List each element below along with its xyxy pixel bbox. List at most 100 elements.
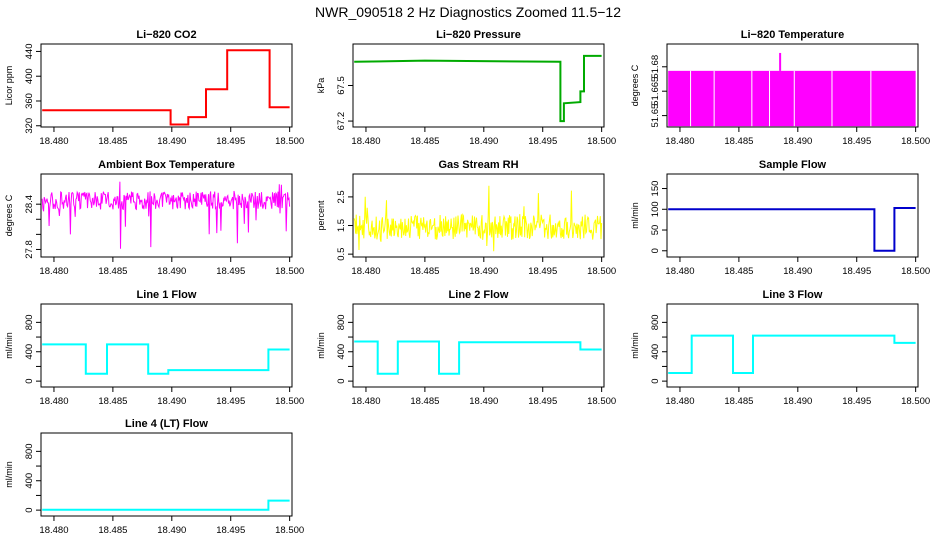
y-tick-label: 50: [650, 225, 661, 236]
y-tick-label: 1.5: [336, 219, 347, 232]
chart-title: Li−820 Temperature: [741, 29, 844, 41]
chart-title: Gas Stream RH: [438, 159, 518, 171]
x-tick-label: 18.485: [98, 136, 127, 147]
x-tick-label: 18.490: [157, 136, 186, 147]
x-tick-label: 18.495: [528, 266, 557, 277]
y-tick-label: 800: [336, 314, 347, 330]
y-tick-label: 0: [336, 378, 347, 383]
y-axis-label: ml/min: [316, 332, 326, 359]
data-layer: [42, 499, 290, 511]
data-layer: [668, 52, 916, 127]
x-tick-label: 18.485: [724, 396, 753, 407]
y-tick-label: 400: [24, 344, 35, 360]
x-tick-label: 18.480: [39, 525, 68, 536]
y-axis-label: ml/min: [630, 332, 640, 359]
x-tick-label: 18.500: [901, 266, 930, 277]
y-tick-label: 150: [650, 181, 661, 197]
x-tick-label: 18.485: [98, 525, 127, 536]
y-tick-label: 27.8: [24, 240, 35, 258]
y-tick-label: 400: [336, 344, 347, 360]
x-tick-label: 18.490: [783, 136, 812, 147]
data-layer: [354, 340, 602, 375]
y-tick-label: 320: [24, 118, 35, 134]
x-tick-label: 18.485: [724, 136, 753, 147]
data-layer: [354, 54, 602, 123]
y-axis-label: kPa: [316, 78, 326, 94]
x-tick-label: 18.480: [39, 396, 68, 407]
y-axis-label: degrees C: [630, 64, 640, 106]
chart-panel-3: Li−820 Temperature degrees C 18.480 18.485 1…: [630, 29, 930, 147]
x-tick-label: 18.480: [351, 396, 380, 407]
x-tick-label: 18.495: [528, 396, 557, 407]
y-tick-label: 800: [650, 314, 661, 330]
x-tick-label: 18.490: [469, 136, 498, 147]
x-tick-label: 18.495: [528, 136, 557, 147]
data-layer: [668, 207, 916, 252]
chart-panel-7: Line 1 Flow ml/min 18.480 18.485 18.490 18.49…: [4, 289, 304, 407]
y-tick-label: 51.65: [650, 104, 661, 128]
plot-frame: [666, 173, 919, 258]
x-tick-label: 18.500: [587, 266, 616, 277]
x-tick-label: 18.485: [410, 266, 439, 277]
x-tick-label: 18.480: [351, 266, 380, 277]
chart-title: Li−820 CO2: [136, 29, 196, 41]
y-axis-label: Licor ppm: [4, 66, 14, 106]
series-line: [353, 185, 603, 252]
x-tick-label: 18.500: [275, 525, 304, 536]
y-tick-label: 67.2: [336, 112, 347, 131]
x-tick-label: 18.490: [157, 266, 186, 277]
x-tick-label: 18.485: [98, 396, 127, 407]
series-line: [668, 207, 916, 252]
y-axis-label: ml/min: [4, 461, 14, 488]
x-tick-label: 18.485: [410, 396, 439, 407]
chart-panel-8: Line 2 Flow ml/min 18.480 18.485 18.490 18.49…: [316, 289, 616, 407]
x-tick-label: 18.480: [39, 136, 68, 147]
plot-frame: [40, 43, 293, 128]
chart-title: Line 3 Flow: [763, 289, 823, 301]
x-tick-label: 18.495: [216, 266, 245, 277]
x-tick-label: 18.495: [842, 266, 871, 277]
chart-panel-5: Gas Stream RH percent 18.480 18.485 18.490 18…: [316, 159, 616, 277]
x-tick-label: 18.480: [351, 136, 380, 147]
y-tick-label: 67.5: [336, 76, 347, 95]
x-tick-label: 18.500: [587, 136, 616, 147]
y-tick-label: 400: [650, 344, 661, 360]
x-tick-label: 18.485: [724, 266, 753, 277]
y-tick-label: 0.5: [336, 248, 347, 261]
chart-title: Line 2 Flow: [449, 289, 509, 301]
series-line: [668, 334, 916, 374]
x-tick-label: 18.495: [842, 136, 871, 147]
x-tick-label: 18.495: [216, 525, 245, 536]
x-tick-label: 18.495: [216, 136, 245, 147]
x-tick-label: 18.480: [39, 266, 68, 277]
chart-panel-10: Line 4 (LT) Flow ml/min 18.480 18.485 18.490…: [4, 418, 304, 536]
data-layer: [353, 185, 603, 252]
y-axis-label: ml/min: [630, 202, 640, 229]
y-axis-label: percent: [316, 200, 326, 231]
x-tick-label: 18.500: [587, 396, 616, 407]
plot-frame: [666, 43, 919, 128]
series-line: [41, 181, 291, 249]
plot-frame: [666, 303, 919, 388]
y-tick-label: 51.665: [650, 77, 661, 106]
series-line: [354, 340, 602, 375]
x-tick-label: 18.490: [157, 525, 186, 536]
x-tick-label: 18.500: [275, 136, 304, 147]
x-tick-label: 18.490: [157, 396, 186, 407]
x-tick-label: 18.480: [665, 136, 694, 147]
plot-frame: [352, 173, 605, 258]
x-tick-label: 18.500: [901, 396, 930, 407]
series-line: [42, 499, 290, 511]
series-line: [42, 343, 290, 375]
x-tick-label: 18.500: [275, 266, 304, 277]
chart-title: Ambient Box Temperature: [98, 159, 235, 171]
y-tick-label: 360: [24, 93, 35, 109]
x-tick-label: 18.500: [901, 136, 930, 147]
y-tick-label: 400: [24, 68, 35, 84]
y-tick-label: 0: [24, 378, 35, 383]
y-tick-label: 100: [650, 201, 661, 217]
series-band: [668, 70, 916, 127]
data-layer: [42, 49, 290, 126]
